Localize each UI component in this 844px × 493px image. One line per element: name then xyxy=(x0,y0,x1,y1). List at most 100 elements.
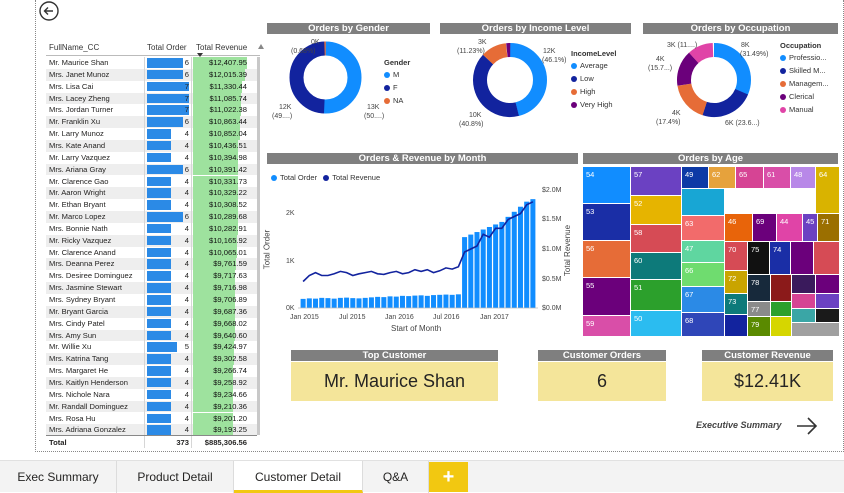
treemap-cell[interactable]: 56 xyxy=(583,241,630,277)
order-bar[interactable] xyxy=(313,298,319,308)
tab-product-detail[interactable]: Product Detail xyxy=(117,461,234,493)
order-bar[interactable] xyxy=(375,296,381,308)
table-row[interactable]: Mr. Aaron Wright 4 $10,329.22 xyxy=(46,187,257,200)
table-row[interactable]: Mr. Bryant Garcia 4 $9,687.36 xyxy=(46,305,257,318)
back-arrow-icon[interactable] xyxy=(38,0,60,22)
treemap-cell[interactable]: 44 xyxy=(777,214,802,241)
order-bar[interactable] xyxy=(306,298,312,308)
legend-item-manual[interactable]: Manual xyxy=(780,105,829,114)
order-bar[interactable] xyxy=(462,237,468,308)
scroll-up-icon[interactable] xyxy=(258,44,264,49)
legend-item-skilled[interactable]: Skilled M... xyxy=(780,66,829,75)
order-bar[interactable] xyxy=(337,297,343,308)
table-row[interactable]: Mr. Ethan Bryant 4 $10,308.52 xyxy=(46,199,257,212)
order-bar[interactable] xyxy=(344,297,350,308)
order-bar[interactable] xyxy=(499,221,505,308)
add-page-button[interactable]: + xyxy=(429,462,468,492)
table-row[interactable]: Mrs. Ariana Gray 6 $10,391.42 xyxy=(46,163,257,176)
table-row[interactable]: Mrs. Katrina Tang 4 $9,302.58 xyxy=(46,353,257,366)
order-bar[interactable] xyxy=(480,229,486,308)
occupation-donut[interactable] xyxy=(676,42,752,118)
order-bar[interactable] xyxy=(331,298,337,308)
treemap-cell[interactable] xyxy=(771,275,791,301)
treemap-cell[interactable]: 79 xyxy=(748,317,770,336)
table-row[interactable]: Mrs. Margaret He 4 $9,266.74 xyxy=(46,365,257,377)
treemap-cell[interactable]: 72 xyxy=(725,271,747,293)
treemap-cell[interactable]: 63 xyxy=(682,216,724,240)
order-bar[interactable] xyxy=(486,226,492,308)
treemap-cell[interactable]: 45 xyxy=(803,214,817,241)
table-row[interactable]: Mrs. Nichole Nara 4 $9,234.66 xyxy=(46,388,257,401)
occupation-slice-manual[interactable] xyxy=(676,42,752,118)
income-donut[interactable] xyxy=(472,42,548,118)
order-bar[interactable] xyxy=(418,295,424,308)
income-slice-low[interactable] xyxy=(473,43,547,117)
occupation-slice-clerical[interactable] xyxy=(677,43,751,117)
order-bar[interactable] xyxy=(511,211,517,308)
table-row[interactable]: Mrs. Rosa Hu 4 $9,201.20 xyxy=(46,412,257,425)
order-bar[interactable] xyxy=(455,294,461,308)
treemap-cell[interactable]: 74 xyxy=(770,242,790,274)
table-row[interactable]: Mr. Ricky Vazquez 4 $10,165.92 xyxy=(46,234,257,247)
order-bar[interactable] xyxy=(474,232,480,308)
order-bar[interactable] xyxy=(468,234,474,308)
legend-item-professional[interactable]: Professio... xyxy=(780,53,829,62)
order-bar[interactable] xyxy=(399,295,405,308)
table-row[interactable]: Mr. Larry Munoz 4 $10,852.04 xyxy=(46,128,257,140)
treemap-cell[interactable]: 54 xyxy=(583,167,630,203)
col-header-revenue[interactable]: Total Revenue xyxy=(196,43,248,52)
table-row[interactable]: Mrs. Kate Anand 4 $10,436.51 xyxy=(46,139,257,152)
treemap-cell[interactable]: 66 xyxy=(682,263,724,286)
treemap-cell[interactable] xyxy=(792,323,839,336)
arrow-right-icon[interactable] xyxy=(796,416,818,436)
treemap-cell[interactable] xyxy=(792,275,815,293)
table-row[interactable]: Mrs. Deanna Perez 4 $9,761.59 xyxy=(46,258,257,271)
treemap-cell[interactable]: 60 xyxy=(631,253,681,279)
order-bar[interactable] xyxy=(362,297,368,308)
order-bar[interactable] xyxy=(530,199,536,308)
treemap-cell[interactable]: 47 xyxy=(682,241,724,262)
legend-item-m[interactable]: M xyxy=(384,70,410,79)
order-bar[interactable] xyxy=(300,298,306,308)
treemap-cell[interactable] xyxy=(682,189,724,215)
treemap-cell[interactable]: 59 xyxy=(583,316,630,336)
table-row[interactable]: Mr. Maurice Shan 6 $12,407.95 xyxy=(46,57,257,69)
treemap-cell[interactable]: 68 xyxy=(682,313,724,336)
treemap-cell[interactable]: 67 xyxy=(682,287,724,312)
treemap-cell[interactable]: 64 xyxy=(816,167,839,213)
table-row[interactable]: Mr. Willie Xu 5 $9,424.97 xyxy=(46,341,257,354)
order-bar[interactable] xyxy=(393,296,399,308)
table-row[interactable]: Mrs. Desiree Dominguez 4 $9,717.63 xyxy=(46,270,257,283)
table-row[interactable]: Mr. Randall Dominguez 4 $9,210.36 xyxy=(46,400,257,413)
order-bar[interactable] xyxy=(387,296,393,308)
occupation-slice-professional[interactable] xyxy=(677,43,751,117)
treemap-cell[interactable] xyxy=(792,294,815,308)
legend-item-high[interactable]: High xyxy=(571,87,616,96)
treemap-cell[interactable]: 71 xyxy=(818,214,839,241)
order-bar[interactable] xyxy=(443,294,449,308)
treemap-cell[interactable] xyxy=(816,275,839,293)
treemap-cell[interactable] xyxy=(792,309,815,322)
table-row[interactable]: Mrs. Kaitlyn Henderson 4 $9,258.92 xyxy=(46,376,257,389)
treemap-cell[interactable]: 49 xyxy=(682,167,708,188)
legend-item-veryhigh[interactable]: Very High xyxy=(571,100,616,109)
legend-item-total-order[interactable]: Total Order xyxy=(271,173,317,182)
order-bar[interactable] xyxy=(350,298,356,308)
treemap-cell[interactable]: 65 xyxy=(736,167,763,188)
order-bar[interactable] xyxy=(437,294,443,308)
order-bar[interactable] xyxy=(424,295,430,308)
treemap-cell[interactable] xyxy=(816,294,839,308)
order-bar[interactable] xyxy=(381,297,387,308)
table-row[interactable]: Mrs. Lisa Cai 7 $11,330.44 xyxy=(46,80,257,93)
treemap-cell[interactable]: 51 xyxy=(631,280,681,310)
executive-summary-link[interactable]: Executive Summary xyxy=(696,420,782,430)
table-row[interactable]: Mrs. Cindy Patel 4 $9,668.02 xyxy=(46,317,257,330)
tab-qa[interactable]: Q&A xyxy=(363,461,429,493)
treemap-cell[interactable]: 69 xyxy=(753,214,776,241)
treemap-cell[interactable]: 78 xyxy=(748,275,770,301)
order-bar[interactable] xyxy=(517,206,523,308)
treemap-cell[interactable]: 50 xyxy=(631,311,681,336)
treemap-cell[interactable] xyxy=(791,242,813,274)
col-header-orders[interactable]: Total Order xyxy=(147,43,187,52)
treemap-cell[interactable] xyxy=(771,317,791,336)
